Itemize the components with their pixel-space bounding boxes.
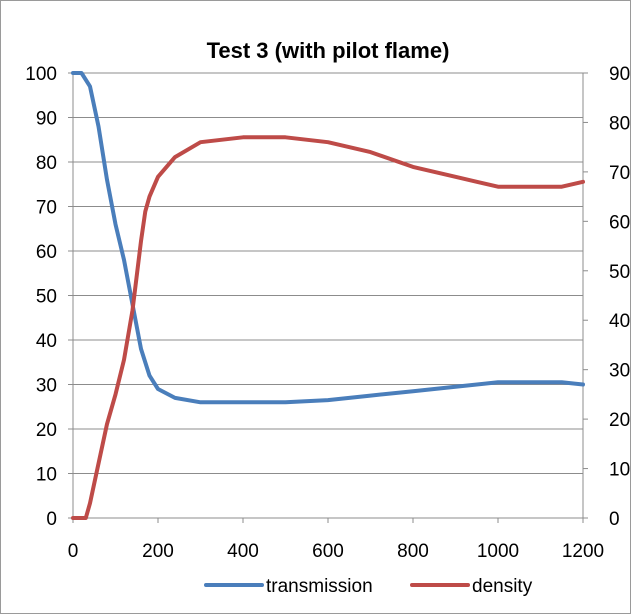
y2-tick-label: 90: [609, 64, 630, 85]
x-tick-label: 800: [397, 541, 429, 562]
x-tick-label: 600: [312, 541, 344, 562]
y2-tick-label: 10: [609, 460, 630, 481]
y2-tick-label: 80: [609, 113, 630, 134]
x-tick-label: 0: [68, 541, 79, 562]
gridlines: [73, 72, 583, 519]
y2-tick-label: 50: [609, 262, 630, 283]
y2-tick-label: 30: [609, 361, 630, 382]
y-tick-label: 70: [36, 198, 57, 219]
series-layer: [71, 71, 585, 520]
chart-title: Test 3 (with pilot flame): [207, 38, 450, 63]
x-tick-label: 1200: [562, 541, 604, 562]
y2-tick-label: 60: [609, 212, 630, 233]
x-tick-label: 1000: [477, 541, 519, 562]
y-tick-label: 80: [36, 153, 57, 174]
y-tick-label: 50: [36, 287, 57, 308]
y-tick-label: 60: [36, 242, 57, 263]
axes: 0102030405060708090100010203040506070809…: [25, 64, 630, 562]
x-tick-label: 400: [227, 541, 259, 562]
y2-tick-label: 0: [609, 509, 620, 530]
y-tick-label: 20: [36, 420, 57, 441]
y2-tick-label: 20: [609, 410, 630, 431]
legend-label-transmission: transmission: [266, 576, 373, 597]
y-tick-label: 90: [36, 109, 57, 130]
series-line-transmission: [71, 71, 585, 405]
y-tick-label: 100: [25, 64, 57, 85]
y2-tick-label: 40: [609, 311, 630, 332]
series-line-density: [71, 135, 585, 520]
legend-label-density: density: [472, 576, 533, 597]
x-tick-label: 200: [142, 541, 174, 562]
y-tick-label: 0: [46, 509, 57, 530]
y-tick-label: 40: [36, 331, 57, 352]
y-tick-label: 30: [36, 376, 57, 397]
y-tick-label: 10: [36, 465, 57, 486]
legend: transmission density: [204, 576, 533, 597]
y2-tick-label: 70: [609, 163, 630, 184]
